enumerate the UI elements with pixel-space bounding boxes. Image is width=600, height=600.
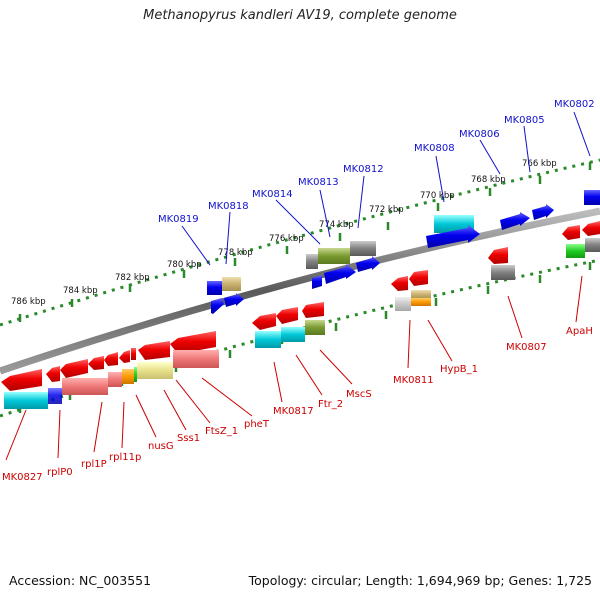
gene-block[interactable] [108, 372, 122, 387]
label-ftsz-1[interactable]: FtsZ_1 [205, 426, 238, 437]
reverse-genes [1, 221, 600, 409]
gene-rpl1p[interactable] [88, 356, 104, 370]
gene-block[interactable] [134, 367, 137, 382]
gene-hypb-1[interactable] [409, 270, 428, 286]
ruler-label-784: 784 kbp [63, 286, 98, 296]
gene-block[interactable] [281, 327, 305, 342]
gene-phet[interactable] [170, 331, 216, 354]
upper-ruler-ticks [18, 162, 592, 322]
gene-block[interactable] [411, 290, 431, 299]
gene-sss1[interactable] [131, 348, 136, 360]
label-mk0818[interactable]: MK0818 [208, 201, 249, 212]
gene-ftsz-1[interactable] [138, 341, 170, 360]
label-rpl11p[interactable]: rpl11p [109, 452, 141, 463]
gene-mk0818[interactable] [222, 277, 241, 291]
label-mk0817[interactable]: MK0817 [273, 406, 314, 417]
gene-block[interactable] [395, 297, 411, 311]
gene-arrow[interactable] [46, 366, 60, 382]
label-nusg[interactable]: nusG [148, 441, 174, 452]
gene-block[interactable] [137, 362, 173, 379]
label-mk0813[interactable]: MK0813 [298, 177, 339, 188]
gene-mk0817[interactable] [252, 313, 276, 330]
gene-mk0806[interactable] [500, 212, 530, 230]
label-mk0814[interactable]: MK0814 [252, 189, 293, 200]
gene-block[interactable] [255, 331, 281, 348]
gene-block[interactable] [491, 265, 515, 280]
forward-genes [207, 190, 600, 314]
label-ftr-2[interactable]: Ftr_2 [318, 399, 343, 410]
gene-mk0827[interactable] [1, 369, 42, 391]
label-mk0819[interactable]: MK0819 [158, 214, 199, 225]
label-mk0806[interactable]: MK0806 [459, 129, 500, 140]
ruler-label-782: 782 kbp [115, 273, 150, 283]
gene-block[interactable] [566, 244, 585, 258]
gene-mk0805[interactable] [532, 204, 554, 220]
gene-arrow[interactable] [211, 298, 224, 314]
gene-block[interactable] [306, 254, 318, 269]
gene-mk0819[interactable] [207, 281, 222, 295]
gene-nusg[interactable] [119, 350, 130, 363]
gene-block[interactable] [585, 238, 600, 252]
ruler-label-776: 776 kbp [269, 234, 304, 244]
gene-mk0807[interactable] [488, 247, 508, 264]
gene-arrow[interactable] [426, 225, 480, 248]
gene-arrow[interactable] [224, 293, 244, 307]
gene-arrow[interactable] [324, 264, 356, 284]
ruler-label-780: 780 kbp [167, 260, 202, 270]
label-mk0812[interactable]: MK0812 [343, 164, 384, 175]
ruler-label-786: 786 kbp [11, 297, 46, 307]
label-mk0805[interactable]: MK0805 [504, 115, 545, 126]
gene-block[interactable] [62, 378, 108, 395]
gene-block[interactable] [48, 388, 62, 404]
label-phet[interactable]: pheT [244, 419, 270, 430]
accession-text: Accession: NC_003551 [9, 573, 152, 588]
gene-block[interactable] [4, 392, 48, 409]
label-mk0827[interactable]: MK0827 [2, 472, 43, 483]
bottom-callouts [5, 275, 583, 461]
ruler-label-774: 774 kbp [319, 220, 354, 230]
gene-arrow[interactable] [356, 256, 380, 272]
label-apah[interactable]: ApaH [566, 326, 593, 337]
gene-mk0808[interactable] [434, 215, 474, 233]
ruler-label-768: 768 kbp [471, 175, 506, 185]
topology-text: Topology: circular; Length: 1,694,969 bp… [248, 573, 592, 588]
ruler-label-770: 770 kbp [420, 191, 455, 201]
label-hypb-1[interactable]: HypB_1 [440, 364, 478, 375]
label-mk0807[interactable]: MK0807 [506, 342, 547, 353]
genome-title: Methanopyrus kandleri AV19, complete gen… [143, 8, 457, 23]
gene-block[interactable] [122, 369, 134, 384]
gene-apah[interactable] [562, 225, 580, 240]
gene-mk0812[interactable] [350, 241, 376, 256]
genome-backbone [0, 207, 600, 375]
label-mscs[interactable]: MscS [346, 389, 372, 400]
label-rpl1p[interactable]: rpl1P [81, 459, 107, 470]
top-callouts [181, 111, 591, 266]
gene-block[interactable] [305, 320, 325, 335]
label-mk0808[interactable]: MK0808 [414, 143, 455, 154]
label-mk0802[interactable]: MK0802 [554, 99, 595, 110]
ruler-label-778: 778 kbp [218, 248, 253, 258]
gene-arrow[interactable] [312, 275, 322, 289]
gene-mk0811[interactable] [391, 276, 408, 291]
gene-rpl11p[interactable] [104, 352, 118, 366]
gene-mk0813[interactable] [318, 248, 350, 264]
label-sss1[interactable]: Sss1 [177, 433, 200, 444]
gene-block[interactable] [411, 298, 431, 306]
label-rplp0[interactable]: rplP0 [47, 467, 73, 478]
ruler-label-772: 772 kbp [369, 205, 404, 215]
gene-block[interactable] [173, 350, 219, 368]
gene-ftr-2[interactable] [276, 307, 298, 324]
ruler-label-766: 766 kbp [522, 159, 557, 169]
label-mk0811[interactable]: MK0811 [393, 375, 434, 386]
gene-arrow[interactable] [582, 221, 600, 236]
gene-mscs[interactable] [302, 302, 324, 318]
gene-rplp0[interactable] [60, 359, 88, 378]
gene-mk0802[interactable] [584, 190, 600, 205]
